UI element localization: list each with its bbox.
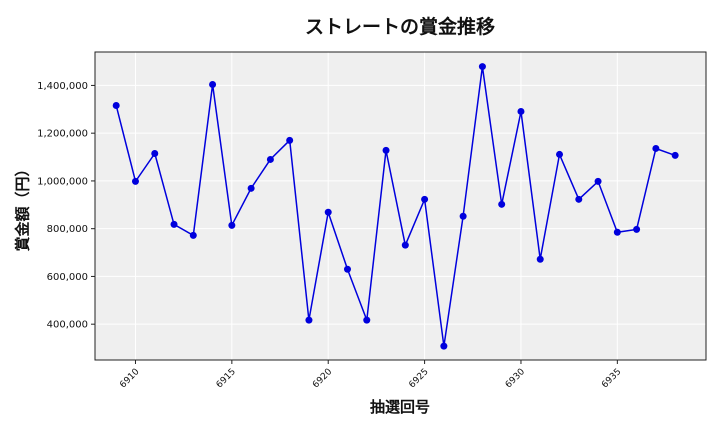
chart-title: ストレートの賞金推移 [304, 16, 495, 38]
x-tick-label: 6915 [215, 367, 238, 390]
data-point [652, 144, 660, 152]
y-tick-label: 600,000 [47, 272, 88, 283]
data-point [517, 107, 525, 115]
x-tick-label: 6925 [407, 367, 430, 390]
series-line [115, 66, 676, 347]
x-axis-label: 抽選回号 [369, 398, 430, 416]
data-point [228, 221, 236, 229]
x-tick-label: 6920 [311, 367, 334, 390]
plot-area [95, 52, 706, 360]
x-tick-label: 6935 [600, 367, 623, 390]
y-tick-label: 1,400,000 [37, 81, 88, 92]
data-point [170, 220, 178, 228]
data-point [324, 208, 332, 216]
data-point [266, 155, 274, 163]
data-point [247, 184, 255, 192]
data-point [536, 255, 544, 263]
data-point [421, 195, 429, 203]
data-point [131, 177, 139, 185]
data-point [189, 231, 197, 239]
y-axis-label: 賞金額（円） [13, 160, 32, 252]
data-point [575, 195, 583, 203]
data-point [286, 136, 294, 144]
data-point [459, 212, 467, 220]
plot-frame [94, 51, 707, 361]
data-point [440, 342, 448, 350]
data-point [209, 80, 217, 88]
y-tick-label: 1,000,000 [37, 176, 88, 187]
x-tick-label: 6930 [504, 367, 527, 390]
data-point [343, 265, 351, 273]
data-point [594, 177, 602, 185]
data-point [305, 316, 313, 324]
data-point [382, 146, 390, 154]
data-point [671, 151, 679, 159]
y-tick-label: 800,000 [47, 224, 88, 235]
x-tick-label: 6910 [118, 367, 141, 390]
y-tick-label: 400,000 [47, 320, 88, 331]
data-point [478, 63, 486, 71]
data-point [363, 316, 371, 324]
data-point [633, 225, 641, 233]
data-point [613, 228, 621, 236]
data-point [151, 149, 159, 157]
data-point [112, 101, 120, 109]
data-point [556, 150, 564, 158]
y-tick-label: 1,200,000 [37, 129, 88, 140]
data-point [498, 200, 506, 208]
data-point [401, 241, 409, 249]
